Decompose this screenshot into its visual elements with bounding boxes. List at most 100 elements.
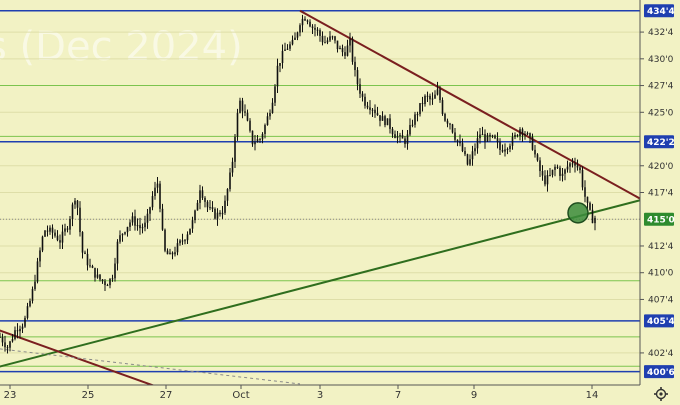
- candle-body: [66, 228, 69, 230]
- x-tick-label: 25: [82, 390, 95, 401]
- candle-body: [111, 278, 114, 280]
- candle-body: [106, 285, 109, 287]
- candle-body: [219, 212, 221, 215]
- candle-body: [341, 47, 344, 53]
- candle-body: [411, 124, 414, 126]
- candle-body: [349, 38, 351, 46]
- candle-body: [351, 38, 354, 62]
- candle-body: [424, 95, 426, 105]
- candle-body: [26, 306, 29, 318]
- candle-body: [551, 169, 554, 175]
- candle-body: [51, 227, 54, 233]
- candle-body: [364, 96, 366, 106]
- candle-body: [261, 133, 264, 140]
- candle-body: [101, 279, 104, 282]
- price-badge: [644, 212, 674, 226]
- candle-body: [46, 230, 49, 232]
- candle-body: [164, 229, 166, 251]
- candle-body: [214, 208, 216, 219]
- candle-body: [31, 289, 34, 301]
- candle-body: [246, 112, 249, 121]
- candle-body: [116, 241, 119, 264]
- candle-body: [231, 161, 234, 173]
- candle-body: [304, 18, 306, 21]
- candle-body: [114, 263, 116, 279]
- candles: [0, 14, 596, 354]
- candle-body: [346, 45, 349, 56]
- x-tick-label: 3: [317, 390, 323, 401]
- candle-body: [511, 136, 514, 146]
- candle-body: [431, 98, 434, 100]
- candle-body: [269, 113, 271, 117]
- price-badge-label: 400'6: [647, 368, 675, 378]
- candle-body: [441, 100, 444, 114]
- candle-body: [356, 70, 359, 85]
- candle-body: [186, 234, 189, 241]
- candle-body: [56, 235, 59, 241]
- candle-body: [564, 169, 566, 174]
- candle-body: [44, 230, 46, 237]
- candle-body: [229, 172, 231, 190]
- watermark-title: s (Dec 2024): [0, 24, 243, 70]
- candle-body: [201, 190, 204, 198]
- candle-body: [471, 151, 474, 160]
- candle-body: [4, 342, 6, 348]
- candle-body: [234, 136, 236, 162]
- candle-body: [266, 116, 269, 126]
- candle-body: [344, 52, 346, 56]
- candle-body: [94, 267, 96, 278]
- candle-body: [389, 118, 391, 129]
- candle-body: [1, 336, 4, 343]
- candle-body: [279, 63, 281, 66]
- candle-body: [146, 213, 149, 223]
- candle-body: [571, 163, 574, 165]
- settings-gear-icon[interactable]: [654, 387, 668, 401]
- marker-group: [567, 202, 589, 224]
- candle-body: [104, 281, 106, 286]
- candle-body: [334, 36, 336, 41]
- candle-body: [436, 89, 439, 95]
- candle-body: [274, 86, 276, 103]
- candle-body: [399, 135, 401, 137]
- y-tick-label: 420'0: [648, 162, 674, 172]
- candle-body: [531, 136, 534, 150]
- candle-body: [569, 163, 571, 167]
- candle-body: [14, 330, 16, 340]
- candle-body: [576, 165, 579, 168]
- candle-body: [321, 35, 324, 43]
- candle-body: [121, 233, 124, 236]
- candle-body: [396, 136, 399, 139]
- candle-body: [354, 61, 356, 71]
- candle-body: [309, 21, 311, 27]
- x-axis-ticks: 23 25 27 Oct 3 7 9 14: [4, 385, 598, 401]
- candle-body: [329, 36, 331, 41]
- candle-body: [209, 207, 211, 209]
- candle-body: [299, 25, 301, 33]
- candle-body: [296, 32, 299, 38]
- candle-body: [446, 120, 449, 124]
- x-tick-label: 27: [160, 390, 173, 401]
- candle-body: [291, 39, 294, 45]
- candle-body: [179, 240, 181, 244]
- candle-body: [496, 138, 499, 143]
- candle-body: [301, 18, 304, 26]
- candle-body: [459, 141, 461, 144]
- candle-body: [71, 204, 74, 219]
- candle-body: [254, 142, 256, 145]
- candle-body: [406, 134, 409, 144]
- candle-body: [136, 225, 139, 227]
- candle-body: [409, 125, 411, 135]
- x-tick-label: Oct: [232, 390, 249, 401]
- candle-body: [149, 207, 151, 214]
- candle-body: [381, 116, 384, 121]
- candle-body: [481, 134, 484, 136]
- candle-body: [479, 134, 481, 139]
- price-badge: [644, 314, 674, 328]
- trendlines: [0, 9, 646, 398]
- highlight-marker: [567, 202, 589, 224]
- candle-body: [589, 202, 591, 210]
- candle-body: [286, 48, 289, 50]
- candle-body: [86, 253, 89, 266]
- candle-body: [109, 278, 111, 286]
